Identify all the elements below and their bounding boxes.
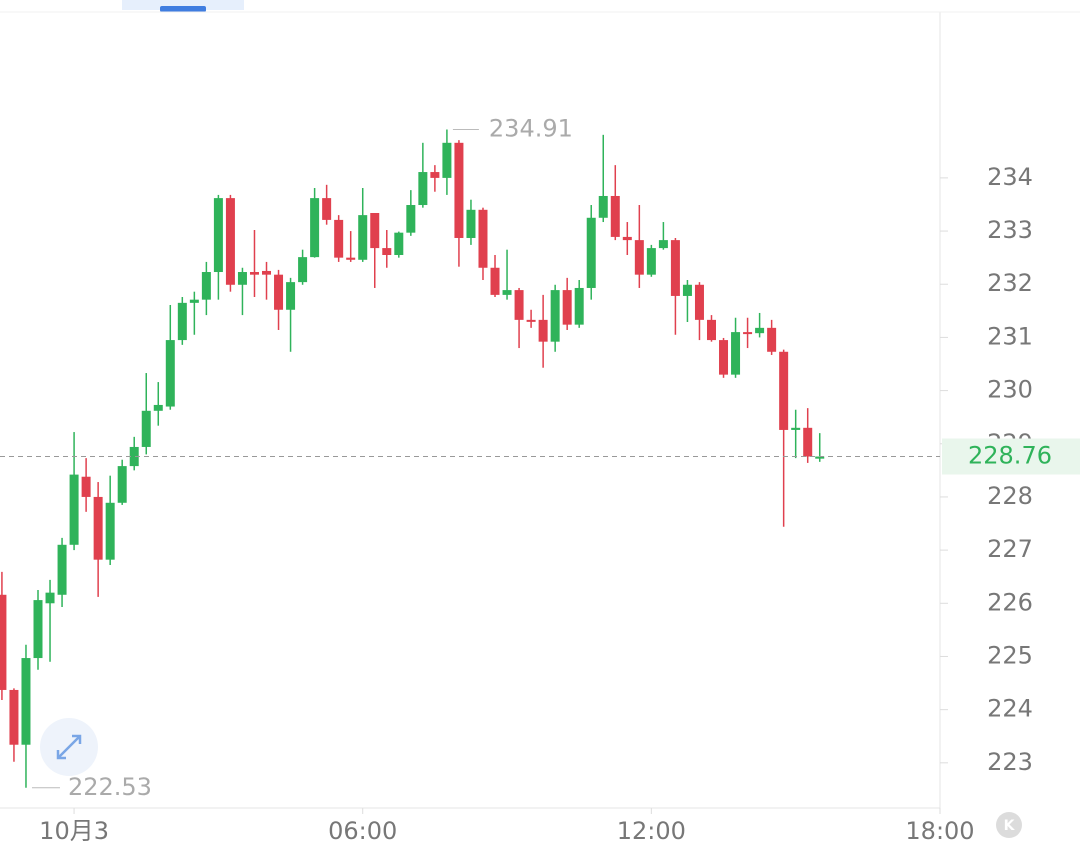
expand-button[interactable] [40, 718, 98, 776]
candle-body [237, 272, 247, 285]
candle-body [514, 290, 524, 320]
candle-body [694, 284, 704, 320]
candle-body [286, 282, 296, 310]
y-tick-label: 232 [987, 269, 1033, 297]
candle-body [815, 456, 825, 459]
y-tick-label: 225 [987, 641, 1033, 669]
candle-body [803, 427, 813, 457]
x-tick-label: 18:00 [905, 817, 974, 845]
candle-body [610, 195, 620, 237]
candle-body [430, 172, 440, 178]
candle-body [550, 290, 560, 342]
candle-body [586, 217, 596, 288]
candle-body [442, 142, 452, 178]
candle-body [177, 302, 187, 341]
candle-body [478, 209, 488, 268]
candle-body [129, 446, 139, 467]
k-button[interactable]: K [996, 812, 1022, 838]
candle-body [526, 319, 536, 322]
candle-body [719, 340, 729, 375]
candle-body [394, 232, 404, 256]
y-tick-label: 234 [987, 163, 1033, 191]
candle-body [454, 142, 464, 238]
candle-body [490, 267, 500, 295]
candle-body [418, 172, 428, 206]
candle-body [310, 198, 320, 258]
candle-body [225, 198, 235, 285]
candle-body [743, 332, 753, 335]
candle-body [213, 198, 223, 273]
y-tick-label: 227 [987, 535, 1033, 563]
candle-body [21, 658, 31, 745]
candle-body [9, 689, 19, 745]
candle-body [767, 327, 777, 352]
tab-strip[interactable] [122, 0, 244, 10]
candle-body [141, 410, 151, 447]
candle-body [298, 257, 308, 283]
candle-body [334, 219, 344, 258]
candle-body [466, 209, 476, 238]
candle-body [81, 476, 91, 497]
candle-body [755, 327, 765, 334]
candle-body [0, 594, 7, 690]
candle-body [538, 319, 548, 342]
y-tick-label: 226 [987, 588, 1033, 616]
candle-body [33, 600, 43, 659]
candle-body [406, 205, 416, 233]
candle-body [682, 284, 692, 296]
candle-body [779, 351, 789, 430]
x-tick-label: 06:00 [328, 817, 397, 845]
y-tick-label: 224 [987, 695, 1033, 723]
candle-body [562, 290, 572, 325]
candle-body [346, 257, 356, 260]
candle-body [117, 466, 127, 503]
y-tick-label: 231 [987, 322, 1033, 350]
candle-body [598, 195, 608, 218]
candle-body [189, 299, 199, 303]
candle-body [93, 496, 103, 560]
candle-body [105, 502, 115, 560]
last-price-tag [942, 438, 1080, 475]
candle-body [791, 427, 801, 430]
candle-body [201, 272, 211, 300]
candle-body [262, 270, 272, 275]
candle-body [45, 592, 55, 604]
candle-body [153, 404, 163, 411]
candle-body [370, 212, 380, 249]
candle-body [249, 272, 259, 275]
low-label: 222.53 [68, 773, 152, 801]
high-label: 234.91 [489, 115, 573, 143]
candle-body [634, 240, 644, 275]
candle-body [69, 474, 79, 545]
candle-body [322, 198, 332, 220]
y-tick-label: 228 [987, 482, 1033, 510]
candle-body [646, 248, 656, 275]
candle-body [670, 240, 680, 296]
y-tick-label: 223 [987, 748, 1033, 776]
candle-body [622, 236, 632, 241]
candle-body [358, 215, 368, 260]
candle-body [382, 248, 392, 256]
x-tick-label: 10月3 [39, 817, 109, 845]
candle-body [658, 240, 668, 249]
candle-body [165, 340, 175, 407]
candle-body [574, 287, 584, 325]
x-tick-label: 12:00 [617, 817, 686, 845]
last-price-label: 228.76 [968, 442, 1052, 470]
tab-indicator [160, 6, 206, 12]
candle-body [274, 274, 284, 310]
y-tick-label: 230 [987, 376, 1033, 404]
candle-body [57, 544, 67, 595]
candle-body [502, 290, 512, 295]
candle-body [731, 332, 741, 375]
y-tick-label: 233 [987, 216, 1033, 244]
candle-body [706, 319, 716, 341]
svg-text:K: K [1004, 818, 1016, 834]
